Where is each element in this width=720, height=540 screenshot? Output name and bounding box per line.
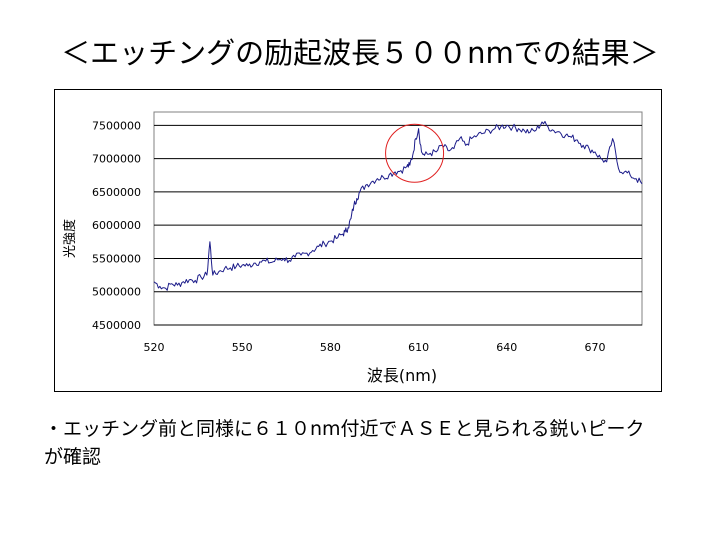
y-axis-label: 光強度: [62, 219, 78, 258]
series-line: [153, 120, 643, 291]
body-text: ・エッチング前と同様に６１０nm付近でＡＳＥと見られる鋭いピーク が確認: [44, 415, 704, 471]
y-tick-label: 6000000: [92, 219, 141, 232]
x-tick-label: 580: [320, 341, 341, 354]
y-tick-label: 5000000: [92, 286, 141, 299]
y-tick-label: 6500000: [92, 186, 141, 199]
body-line-1: ・エッチング前と同様に６１０nm付近でＡＳＥと見られる鋭いピーク: [44, 418, 645, 440]
x-tick-label: 550: [232, 341, 253, 354]
x-tick-label: 670: [584, 341, 605, 354]
chart-frame: 4500000 5000000 5500000 6000000 6500000 70000…: [54, 89, 662, 392]
plot-area: [153, 111, 643, 326]
slide-title: ＜エッチングの励起波長５００nmでの結果＞: [61, 36, 659, 70]
y-tick-label: 4500000: [92, 319, 141, 332]
x-axis-label: 波長(nm): [367, 366, 437, 385]
line-chart: 4500000 5000000 5500000 6000000 6500000 70000…: [62, 111, 643, 385]
x-tick-label: 640: [496, 341, 517, 354]
y-tick-label: 5500000: [92, 252, 141, 265]
y-tick-label: 7000000: [92, 153, 141, 166]
body-line-2: が確認: [44, 446, 102, 468]
x-tick-label: 610: [408, 341, 429, 354]
x-tick-label: 520: [144, 341, 165, 354]
peak-highlight-circle: [385, 123, 445, 183]
y-tick-label: 7500000: [92, 119, 141, 132]
